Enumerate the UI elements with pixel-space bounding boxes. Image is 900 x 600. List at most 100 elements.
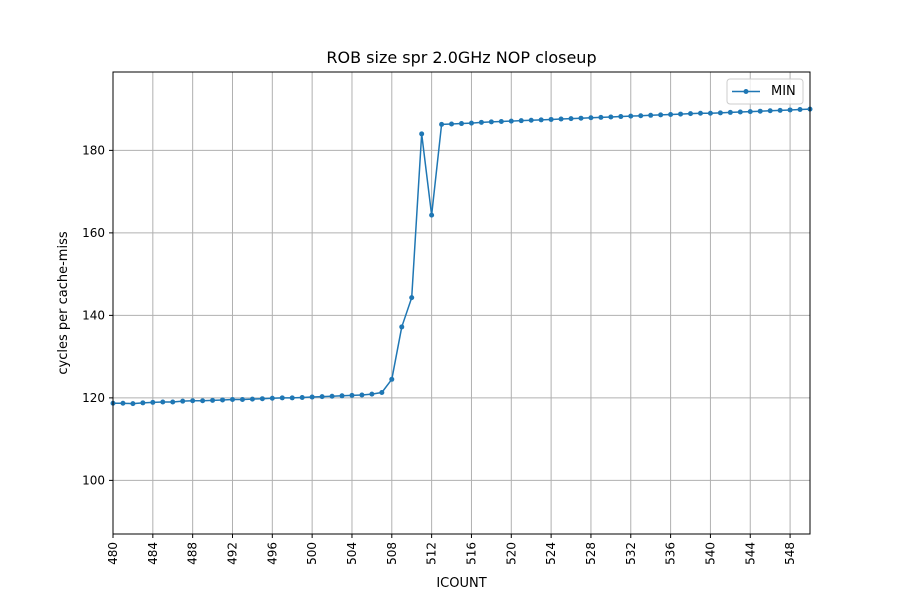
data-point	[727, 109, 733, 115]
data-point	[120, 400, 126, 406]
data-point	[289, 395, 295, 401]
data-point	[628, 113, 634, 119]
data-point	[707, 110, 713, 116]
x-tick-label: 516	[464, 542, 478, 565]
data-point	[757, 108, 763, 114]
x-tick-label: 544	[743, 542, 757, 565]
x-tick-label: 520	[504, 542, 518, 565]
data-point	[429, 212, 435, 218]
data-point	[478, 119, 484, 125]
y-tick-label: 100	[82, 473, 105, 487]
y-axis: 100 120 140 160 180	[82, 143, 113, 487]
x-tick-label: 524	[544, 542, 558, 565]
x-tick-label: 532	[624, 542, 638, 565]
data-point	[717, 110, 723, 116]
data-point	[588, 115, 594, 121]
x-tick-label: 488	[186, 542, 200, 565]
data-point	[697, 110, 703, 116]
data-point	[170, 399, 176, 405]
data-point	[180, 398, 186, 404]
x-tick-label: 492	[225, 542, 239, 565]
series-layer	[110, 106, 813, 407]
data-point	[319, 394, 325, 400]
data-point	[409, 295, 415, 301]
data-point	[488, 119, 494, 125]
data-point	[329, 393, 335, 399]
data-point	[578, 115, 584, 121]
data-point	[220, 397, 226, 403]
y-tick-label: 160	[82, 226, 105, 240]
data-point	[737, 109, 743, 115]
data-point	[140, 400, 146, 406]
y-tick-label: 180	[82, 143, 105, 157]
x-tick-label: 500	[305, 542, 319, 565]
x-tick-label: 528	[584, 542, 598, 565]
plot-area-frame	[112, 71, 811, 535]
data-point	[598, 114, 604, 120]
data-point	[339, 393, 345, 399]
data-point	[648, 112, 654, 118]
data-point	[558, 116, 564, 122]
data-point	[279, 395, 285, 401]
data-point	[608, 114, 614, 120]
data-point	[747, 109, 753, 115]
data-point	[249, 396, 255, 402]
x-axis: 480 484 488 492 496 500 504 508 512 516 520 524 528 5…	[106, 534, 797, 565]
x-axis-label: ICOUNT	[436, 576, 486, 591]
data-point	[658, 112, 664, 118]
y-tick-label: 140	[82, 308, 105, 322]
data-point	[568, 116, 574, 122]
data-point	[777, 107, 783, 113]
grid	[112, 72, 810, 534]
data-point	[508, 118, 514, 124]
data-point	[130, 401, 136, 407]
data-point	[538, 117, 544, 123]
data-point	[269, 395, 275, 401]
data-point	[419, 131, 425, 137]
data-point	[439, 121, 445, 127]
data-point	[468, 120, 474, 126]
data-point	[548, 116, 554, 122]
data-point	[459, 121, 464, 127]
data-point	[528, 117, 534, 123]
y-axis-label: cycles per cache-miss	[56, 231, 71, 374]
data-point	[379, 390, 385, 396]
legend-marker-swatch	[743, 89, 749, 94]
data-point	[150, 399, 156, 405]
legend-box	[726, 78, 804, 105]
data-point	[518, 118, 524, 124]
data-point	[369, 391, 375, 397]
data-point	[449, 121, 455, 127]
data-point	[688, 111, 694, 117]
x-tick-label: 508	[385, 542, 399, 565]
x-tick-label: 480	[106, 542, 120, 565]
data-point	[399, 324, 405, 330]
data-point	[160, 399, 166, 405]
x-tick-label: 504	[345, 542, 359, 565]
data-point	[239, 397, 245, 403]
x-tick-label: 536	[664, 542, 678, 565]
data-point	[389, 376, 395, 382]
data-point	[229, 397, 235, 403]
data-point	[678, 111, 684, 117]
data-point	[200, 398, 206, 404]
x-tick-label: 548	[783, 542, 797, 565]
x-tick-label: 484	[146, 542, 160, 565]
data-point	[190, 398, 196, 404]
data-point	[767, 108, 773, 114]
data-point	[359, 392, 365, 398]
data-point	[498, 119, 504, 124]
chart-title: ROB size spr 2.0GHz NOP closeup	[326, 48, 596, 67]
legend: MIN	[726, 78, 804, 105]
data-point	[299, 394, 305, 400]
data-point	[210, 397, 216, 403]
y-tick-label: 120	[82, 391, 105, 405]
data-point	[349, 392, 355, 398]
data-point	[797, 107, 803, 113]
data-point	[668, 111, 674, 117]
data-point	[787, 107, 793, 113]
data-point	[618, 114, 624, 120]
data-point	[309, 394, 315, 400]
data-point	[638, 113, 644, 119]
